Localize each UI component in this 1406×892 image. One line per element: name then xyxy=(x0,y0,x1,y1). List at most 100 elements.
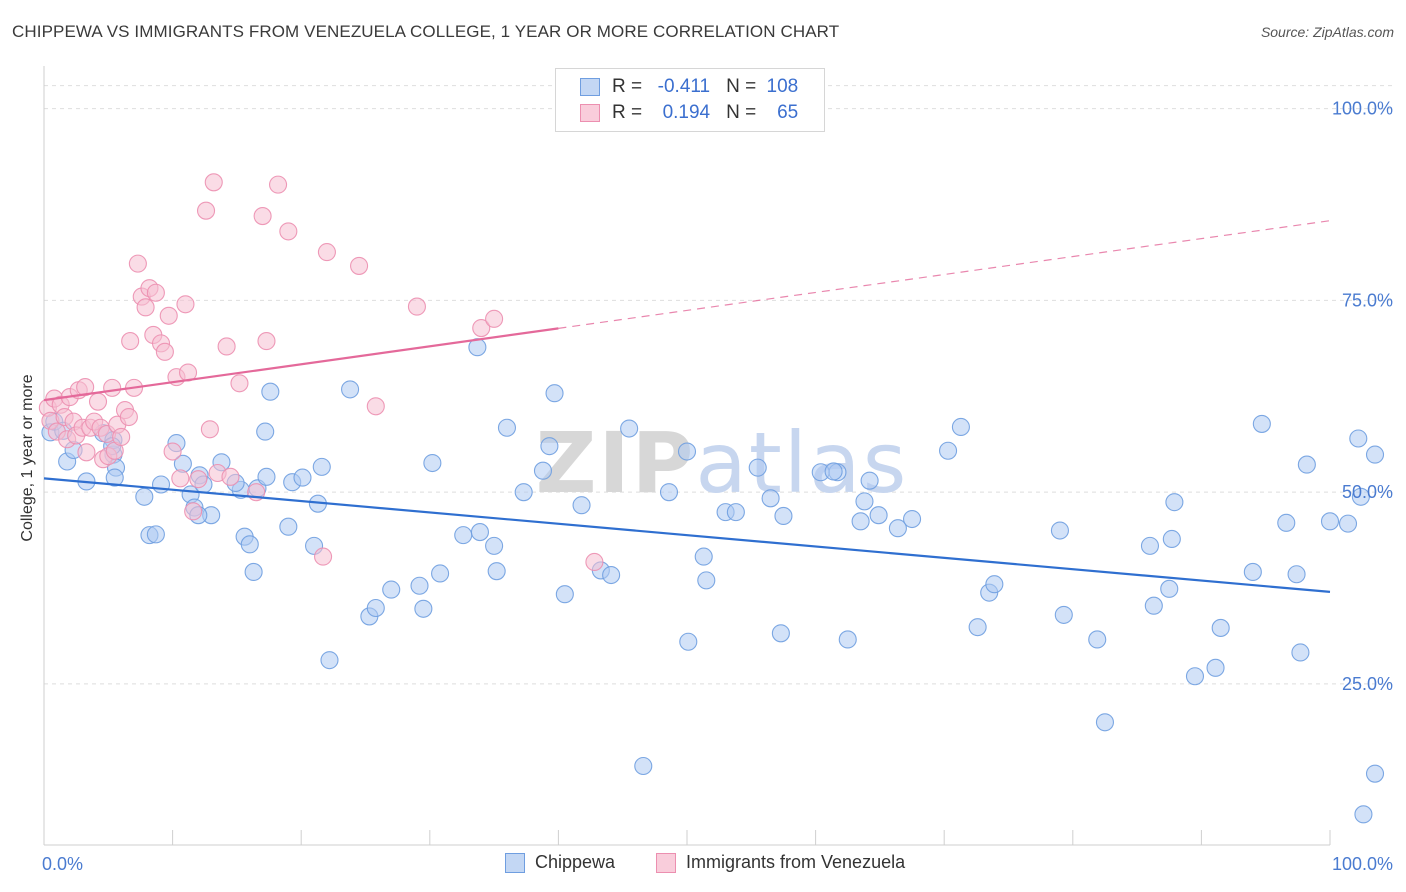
data-point xyxy=(112,427,131,447)
data-point xyxy=(423,453,442,473)
data-point xyxy=(1354,805,1373,824)
n-label: N = xyxy=(726,102,757,123)
series-legend: Chippewa Immigrants from Venezuela xyxy=(0,852,1406,878)
data-point xyxy=(1054,605,1073,624)
data-point xyxy=(279,517,298,536)
data-point xyxy=(221,467,240,486)
venezuela-swatch xyxy=(580,104,600,122)
legend-item-chippewa: Chippewa xyxy=(505,852,615,873)
data-point xyxy=(366,397,385,416)
legend-label-venezuela: Immigrants from Venezuela xyxy=(686,852,906,872)
data-point xyxy=(119,407,138,427)
chart-title: CHIPPEWA VS IMMIGRANTS FROM VENEZUELA CO… xyxy=(12,22,840,41)
data-point xyxy=(189,470,208,489)
data-point xyxy=(851,512,870,531)
data-point xyxy=(888,519,907,538)
data-point xyxy=(200,420,219,439)
data-point xyxy=(602,565,621,585)
data-point xyxy=(1365,445,1385,464)
data-point xyxy=(176,295,195,314)
data-point xyxy=(545,384,564,403)
data-point xyxy=(951,417,970,437)
y-tick-labels: 25.0% 50.0% 75.0% 100.0% xyxy=(1332,99,1393,694)
data-point xyxy=(985,575,1004,594)
data-point xyxy=(312,457,331,476)
data-point xyxy=(855,492,874,511)
data-point xyxy=(293,468,312,487)
data-point xyxy=(761,489,780,508)
data-point xyxy=(217,337,236,356)
y-tick-label: 75.0% xyxy=(1342,290,1393,310)
data-point xyxy=(572,496,591,515)
data-point xyxy=(1297,455,1316,474)
data-point xyxy=(726,503,745,522)
data-point xyxy=(382,580,401,599)
n-value: 65 xyxy=(777,102,799,123)
data-point xyxy=(253,207,272,226)
data-point xyxy=(279,222,298,241)
data-point xyxy=(407,297,426,316)
data-point xyxy=(697,571,716,590)
data-point xyxy=(136,298,155,317)
data-point xyxy=(431,564,450,583)
data-point xyxy=(184,502,203,521)
data-point xyxy=(151,475,171,494)
chart-source: Source: ZipAtlas.com xyxy=(1260,24,1394,40)
data-point xyxy=(694,547,713,566)
data-point xyxy=(939,441,958,460)
stats-row-chippewa: R = -0.411 N = 108 xyxy=(580,75,798,99)
venezuela-legend-swatch xyxy=(656,852,676,873)
y-axis-title: College, 1 year or more xyxy=(19,374,36,541)
data-point xyxy=(1365,764,1385,783)
legend-label-chippewa: Chippewa xyxy=(535,852,616,872)
data-point xyxy=(1206,658,1225,677)
data-point xyxy=(1165,493,1184,512)
data-point xyxy=(269,175,288,194)
data-point xyxy=(968,618,987,637)
data-point xyxy=(256,422,275,441)
data-point xyxy=(774,506,793,526)
data-point xyxy=(163,442,182,461)
data-point xyxy=(128,254,147,273)
data-point xyxy=(514,483,533,502)
data-point xyxy=(76,378,95,397)
data-point xyxy=(1050,521,1069,540)
legend-item-venezuela: Immigrants from Venezuela xyxy=(656,852,905,873)
data-point xyxy=(748,458,767,477)
data-point xyxy=(204,173,223,192)
data-point xyxy=(121,332,140,351)
y-tick-label: 50.0% xyxy=(1342,482,1393,502)
chippewa-legend-swatch xyxy=(505,852,525,873)
data-point xyxy=(1095,713,1114,732)
stats-row-venezuela: R = 0.194 N = 65 xyxy=(580,101,798,125)
data-point xyxy=(159,306,178,325)
data-point xyxy=(1291,643,1310,662)
data-point xyxy=(1252,414,1271,433)
data-point xyxy=(105,468,124,487)
data-point xyxy=(88,392,108,411)
data-point xyxy=(454,526,473,545)
data-point xyxy=(869,506,888,525)
data-point xyxy=(1320,512,1340,531)
data-point xyxy=(1351,487,1370,506)
data-point xyxy=(677,442,697,461)
data-point xyxy=(838,630,857,649)
data-point xyxy=(414,599,433,618)
data-point xyxy=(146,283,165,302)
data-point xyxy=(1185,667,1205,686)
data-point xyxy=(679,632,698,651)
data-point xyxy=(1144,596,1163,615)
data-point xyxy=(470,523,490,542)
data-point xyxy=(155,342,174,361)
data-point xyxy=(314,547,333,566)
r-value: -0.411 xyxy=(657,76,711,97)
data-point xyxy=(1160,579,1179,598)
data-point xyxy=(824,462,843,481)
data-point xyxy=(257,332,276,351)
data-point xyxy=(317,243,336,262)
data-point xyxy=(77,443,96,462)
data-point xyxy=(135,487,154,506)
trendline-venezuela-extension xyxy=(558,220,1331,329)
x-tick-label-max: 100.0% xyxy=(1332,854,1393,874)
